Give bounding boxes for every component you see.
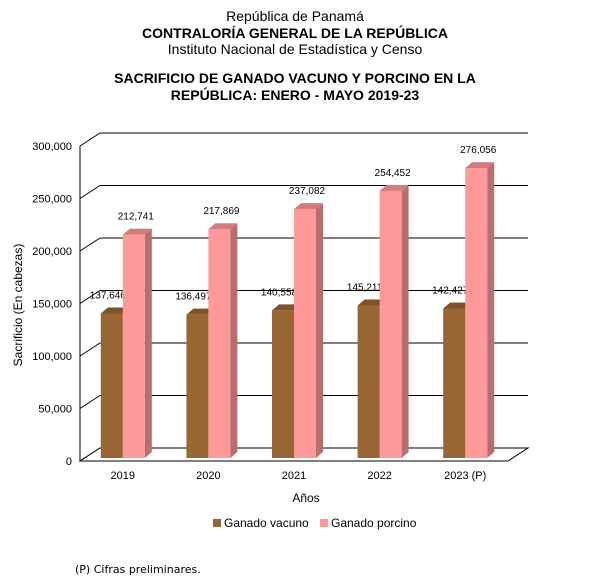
bar-top bbox=[465, 162, 495, 169]
bar-top bbox=[443, 302, 473, 309]
bar bbox=[208, 229, 231, 458]
data-label: 136,497 bbox=[175, 292, 212, 303]
grid-depth-line bbox=[79, 342, 101, 357]
data-label: 137,646 bbox=[90, 290, 127, 301]
header-institute: Instituto Nacional de Estadística y Cens… bbox=[167, 41, 423, 57]
bar bbox=[465, 168, 488, 458]
bar-top bbox=[208, 223, 238, 230]
bar bbox=[100, 313, 123, 458]
data-label: 237,082 bbox=[289, 186, 326, 197]
data-label: 142,427 bbox=[432, 285, 469, 296]
chart-title-line1: SACRIFICIO DE GANADO VACUNO Y PORCINO EN… bbox=[114, 70, 476, 86]
bar-top bbox=[122, 228, 152, 235]
y-tick-label: 150,000 bbox=[32, 299, 72, 311]
data-label: 140,558 bbox=[261, 287, 298, 298]
bar-top bbox=[379, 184, 409, 191]
legend-label: Ganado vacuno bbox=[224, 516, 309, 530]
legend-label: Ganado porcino bbox=[331, 516, 417, 530]
bar-side bbox=[487, 162, 495, 458]
bar-side bbox=[316, 203, 323, 458]
legend-swatch bbox=[320, 519, 328, 527]
bar bbox=[379, 190, 402, 459]
bar bbox=[272, 310, 294, 458]
grid-depth-line bbox=[79, 290, 101, 304]
data-label: 212,741 bbox=[118, 212, 155, 223]
x-tick-label: 2020 bbox=[196, 470, 220, 482]
bar bbox=[186, 314, 209, 458]
x-tick-label: 2022 bbox=[367, 470, 391, 482]
bar-side bbox=[144, 228, 152, 458]
bar-side bbox=[230, 223, 238, 458]
y-tick-label: 100,000 bbox=[32, 351, 72, 363]
bar bbox=[443, 308, 466, 458]
bar-side bbox=[401, 184, 409, 459]
chart-title-line2: REPÚBLICA: ENERO - MAYO 2019-23 bbox=[170, 87, 420, 103]
grid-depth-line bbox=[79, 395, 101, 409]
data-label: 276,056 bbox=[460, 145, 497, 156]
grid-depth-line bbox=[79, 237, 101, 252]
data-label: 145,211 bbox=[347, 283, 383, 294]
bar-top bbox=[272, 304, 301, 311]
bar bbox=[294, 209, 316, 458]
y-tick-label: 50,000 bbox=[38, 404, 72, 416]
x-tick-label: 2021 bbox=[282, 470, 306, 482]
bar-top bbox=[186, 308, 216, 315]
data-label: 254,452 bbox=[375, 168, 412, 179]
bar-top bbox=[294, 203, 323, 210]
y-axis-title: Sacrificio (En cabezas) bbox=[11, 244, 25, 367]
header-contraloria: CONTRALORÍA GENERAL DE LA REPÚBLICA bbox=[142, 25, 448, 41]
header-republic: República de Panamá bbox=[226, 8, 364, 24]
bar bbox=[122, 234, 145, 458]
y-tick-label: 250,000 bbox=[32, 194, 72, 206]
bar-top bbox=[100, 307, 130, 314]
grid-depth-line bbox=[79, 185, 101, 199]
x-axis-title: Años bbox=[292, 491, 319, 505]
bar bbox=[357, 305, 380, 458]
legend-swatch bbox=[213, 519, 221, 527]
x-tick-label: 2023 (P) bbox=[444, 470, 486, 482]
y-tick-label: 0 bbox=[66, 456, 72, 468]
x-tick-label: 2019 bbox=[111, 470, 135, 482]
bar-top bbox=[357, 299, 387, 306]
footnote: (P) Cifras preliminares. bbox=[75, 563, 201, 576]
grid-depth-line bbox=[79, 132, 101, 147]
data-label: 217,869 bbox=[203, 206, 240, 217]
y-tick-label: 200,000 bbox=[32, 246, 72, 258]
y-tick-label: 300,000 bbox=[32, 141, 72, 153]
